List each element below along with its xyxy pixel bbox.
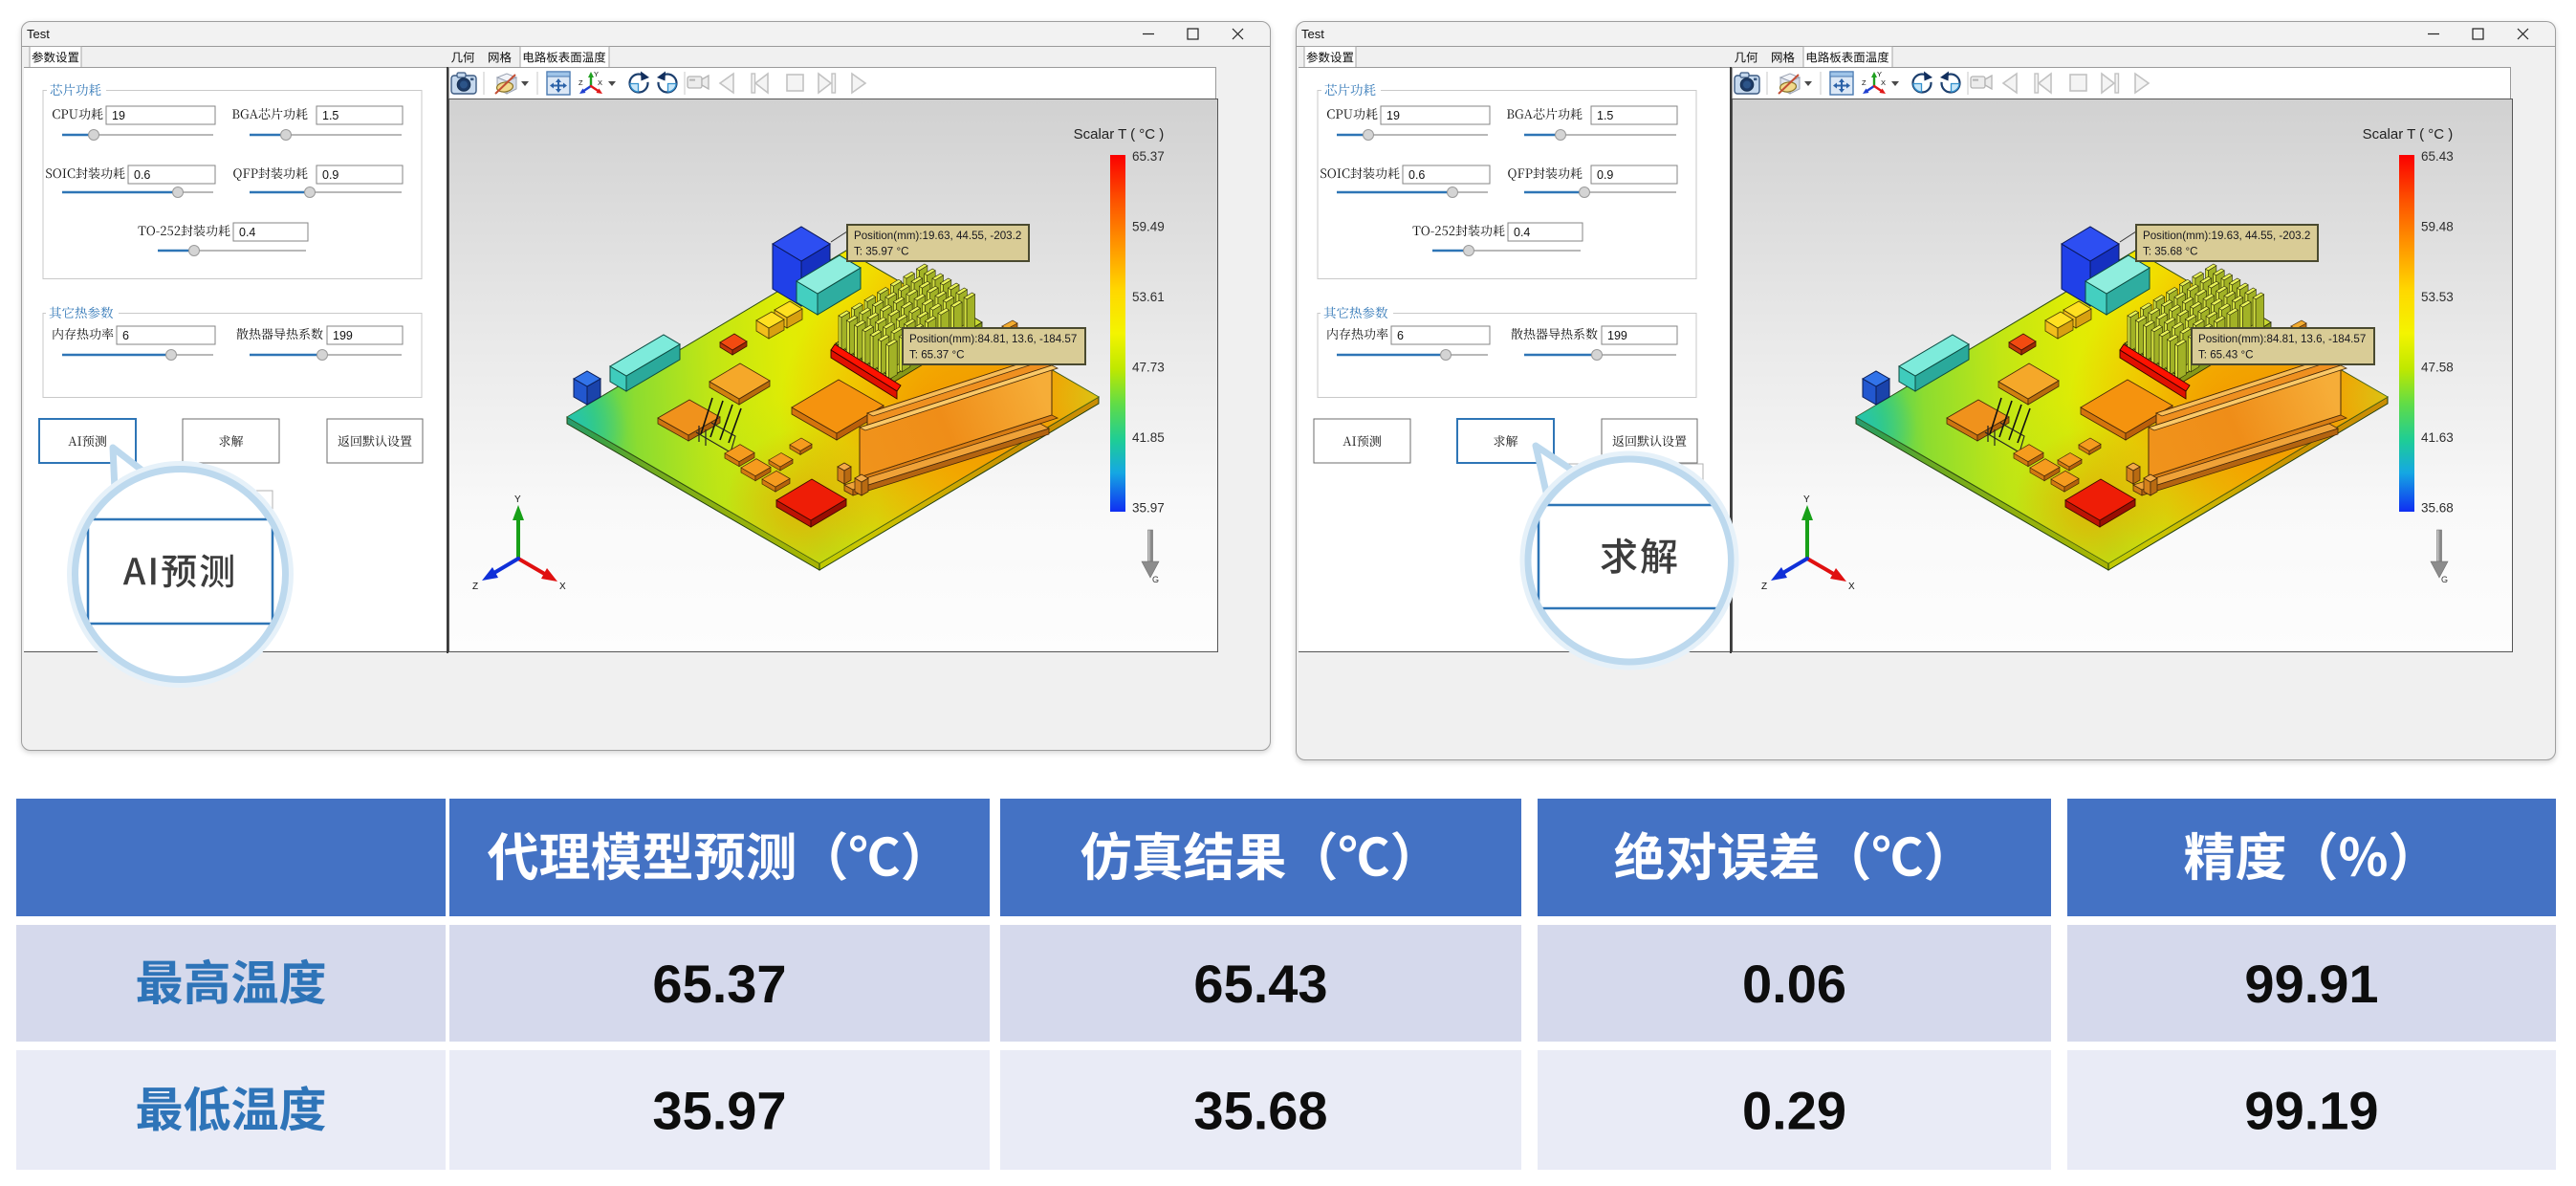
svg-text:47.58: 47.58: [2421, 361, 2454, 375]
svg-text:0.6: 0.6: [1408, 168, 1425, 182]
svg-text:T: 65.43 °C: T: 65.43 °C: [2198, 349, 2253, 362]
svg-text:Z: Z: [579, 78, 583, 87]
svg-text:1.5: 1.5: [322, 109, 338, 122]
svg-text:65.37: 65.37: [652, 954, 786, 1014]
svg-text:Z: Z: [1862, 78, 1867, 87]
svg-text:X: X: [559, 582, 566, 592]
svg-text:Position(mm):84.81, 13.6, -184: Position(mm):84.81, 13.6, -184.57: [2198, 333, 2366, 345]
svg-text:53.61: 53.61: [1132, 290, 1165, 304]
svg-text:53.53: 53.53: [2421, 290, 2454, 304]
svg-text:T: 65.37 °C: T: 65.37 °C: [909, 349, 964, 362]
svg-text:1.5: 1.5: [1597, 109, 1613, 122]
svg-text:35.97: 35.97: [652, 1081, 786, 1141]
svg-text:Y: Y: [514, 494, 521, 505]
svg-text:X: X: [598, 78, 602, 87]
svg-text:Scalar T ( °C ): Scalar T ( °C ): [2363, 126, 2454, 143]
svg-text:0.9: 0.9: [1597, 168, 1613, 182]
svg-text:Y: Y: [1803, 494, 1810, 505]
svg-text:65.43: 65.43: [1193, 954, 1327, 1014]
svg-text:59.48: 59.48: [2421, 220, 2454, 234]
svg-text:6: 6: [1397, 329, 1404, 342]
svg-text:Position(mm):19.63, 44.55, -20: Position(mm):19.63, 44.55, -203.2: [854, 230, 1021, 242]
svg-text:41.85: 41.85: [1132, 430, 1165, 445]
svg-text:0.29: 0.29: [1742, 1081, 1846, 1141]
svg-text:199: 199: [1607, 329, 1627, 342]
svg-text:35.97: 35.97: [1132, 501, 1165, 516]
svg-text:0.6: 0.6: [134, 168, 150, 182]
svg-text:47.73: 47.73: [1132, 361, 1165, 375]
svg-text:0.4: 0.4: [1514, 226, 1530, 239]
svg-text:G: G: [1152, 575, 1159, 584]
svg-text:G: G: [2441, 575, 2448, 584]
svg-text:0.4: 0.4: [239, 226, 255, 239]
svg-text:65.37: 65.37: [1132, 149, 1165, 164]
svg-text:65.43: 65.43: [2421, 149, 2454, 164]
svg-text:T: 35.97 °C: T: 35.97 °C: [854, 246, 908, 258]
svg-text:0.06: 0.06: [1742, 954, 1846, 1014]
svg-text:X: X: [1848, 582, 1855, 592]
svg-text:99.91: 99.91: [2244, 954, 2378, 1014]
svg-text:Z: Z: [1761, 582, 1767, 592]
svg-text:35.68: 35.68: [1193, 1081, 1327, 1141]
svg-text:Y: Y: [1877, 70, 1882, 78]
svg-text:19: 19: [112, 109, 125, 122]
svg-text:X: X: [1881, 78, 1886, 87]
svg-text:Z: Z: [472, 582, 478, 592]
svg-text:Scalar T ( °C ): Scalar T ( °C ): [1074, 126, 1165, 143]
svg-text:41.63: 41.63: [2421, 430, 2454, 445]
svg-text:99.19: 99.19: [2244, 1081, 2378, 1141]
svg-text:T: 35.68 °C: T: 35.68 °C: [2143, 246, 2197, 258]
svg-text:0.9: 0.9: [322, 168, 338, 182]
svg-text:Position(mm):19.63, 44.55, -20: Position(mm):19.63, 44.55, -203.2: [2143, 230, 2310, 242]
svg-text:6: 6: [122, 329, 129, 342]
svg-text:35.68: 35.68: [2421, 501, 2454, 516]
svg-text:19: 19: [1386, 109, 1400, 122]
svg-text:59.49: 59.49: [1132, 220, 1165, 234]
svg-text:199: 199: [333, 329, 353, 342]
svg-text:Y: Y: [594, 70, 599, 78]
svg-text:Position(mm):84.81, 13.6, -184: Position(mm):84.81, 13.6, -184.57: [909, 333, 1077, 345]
